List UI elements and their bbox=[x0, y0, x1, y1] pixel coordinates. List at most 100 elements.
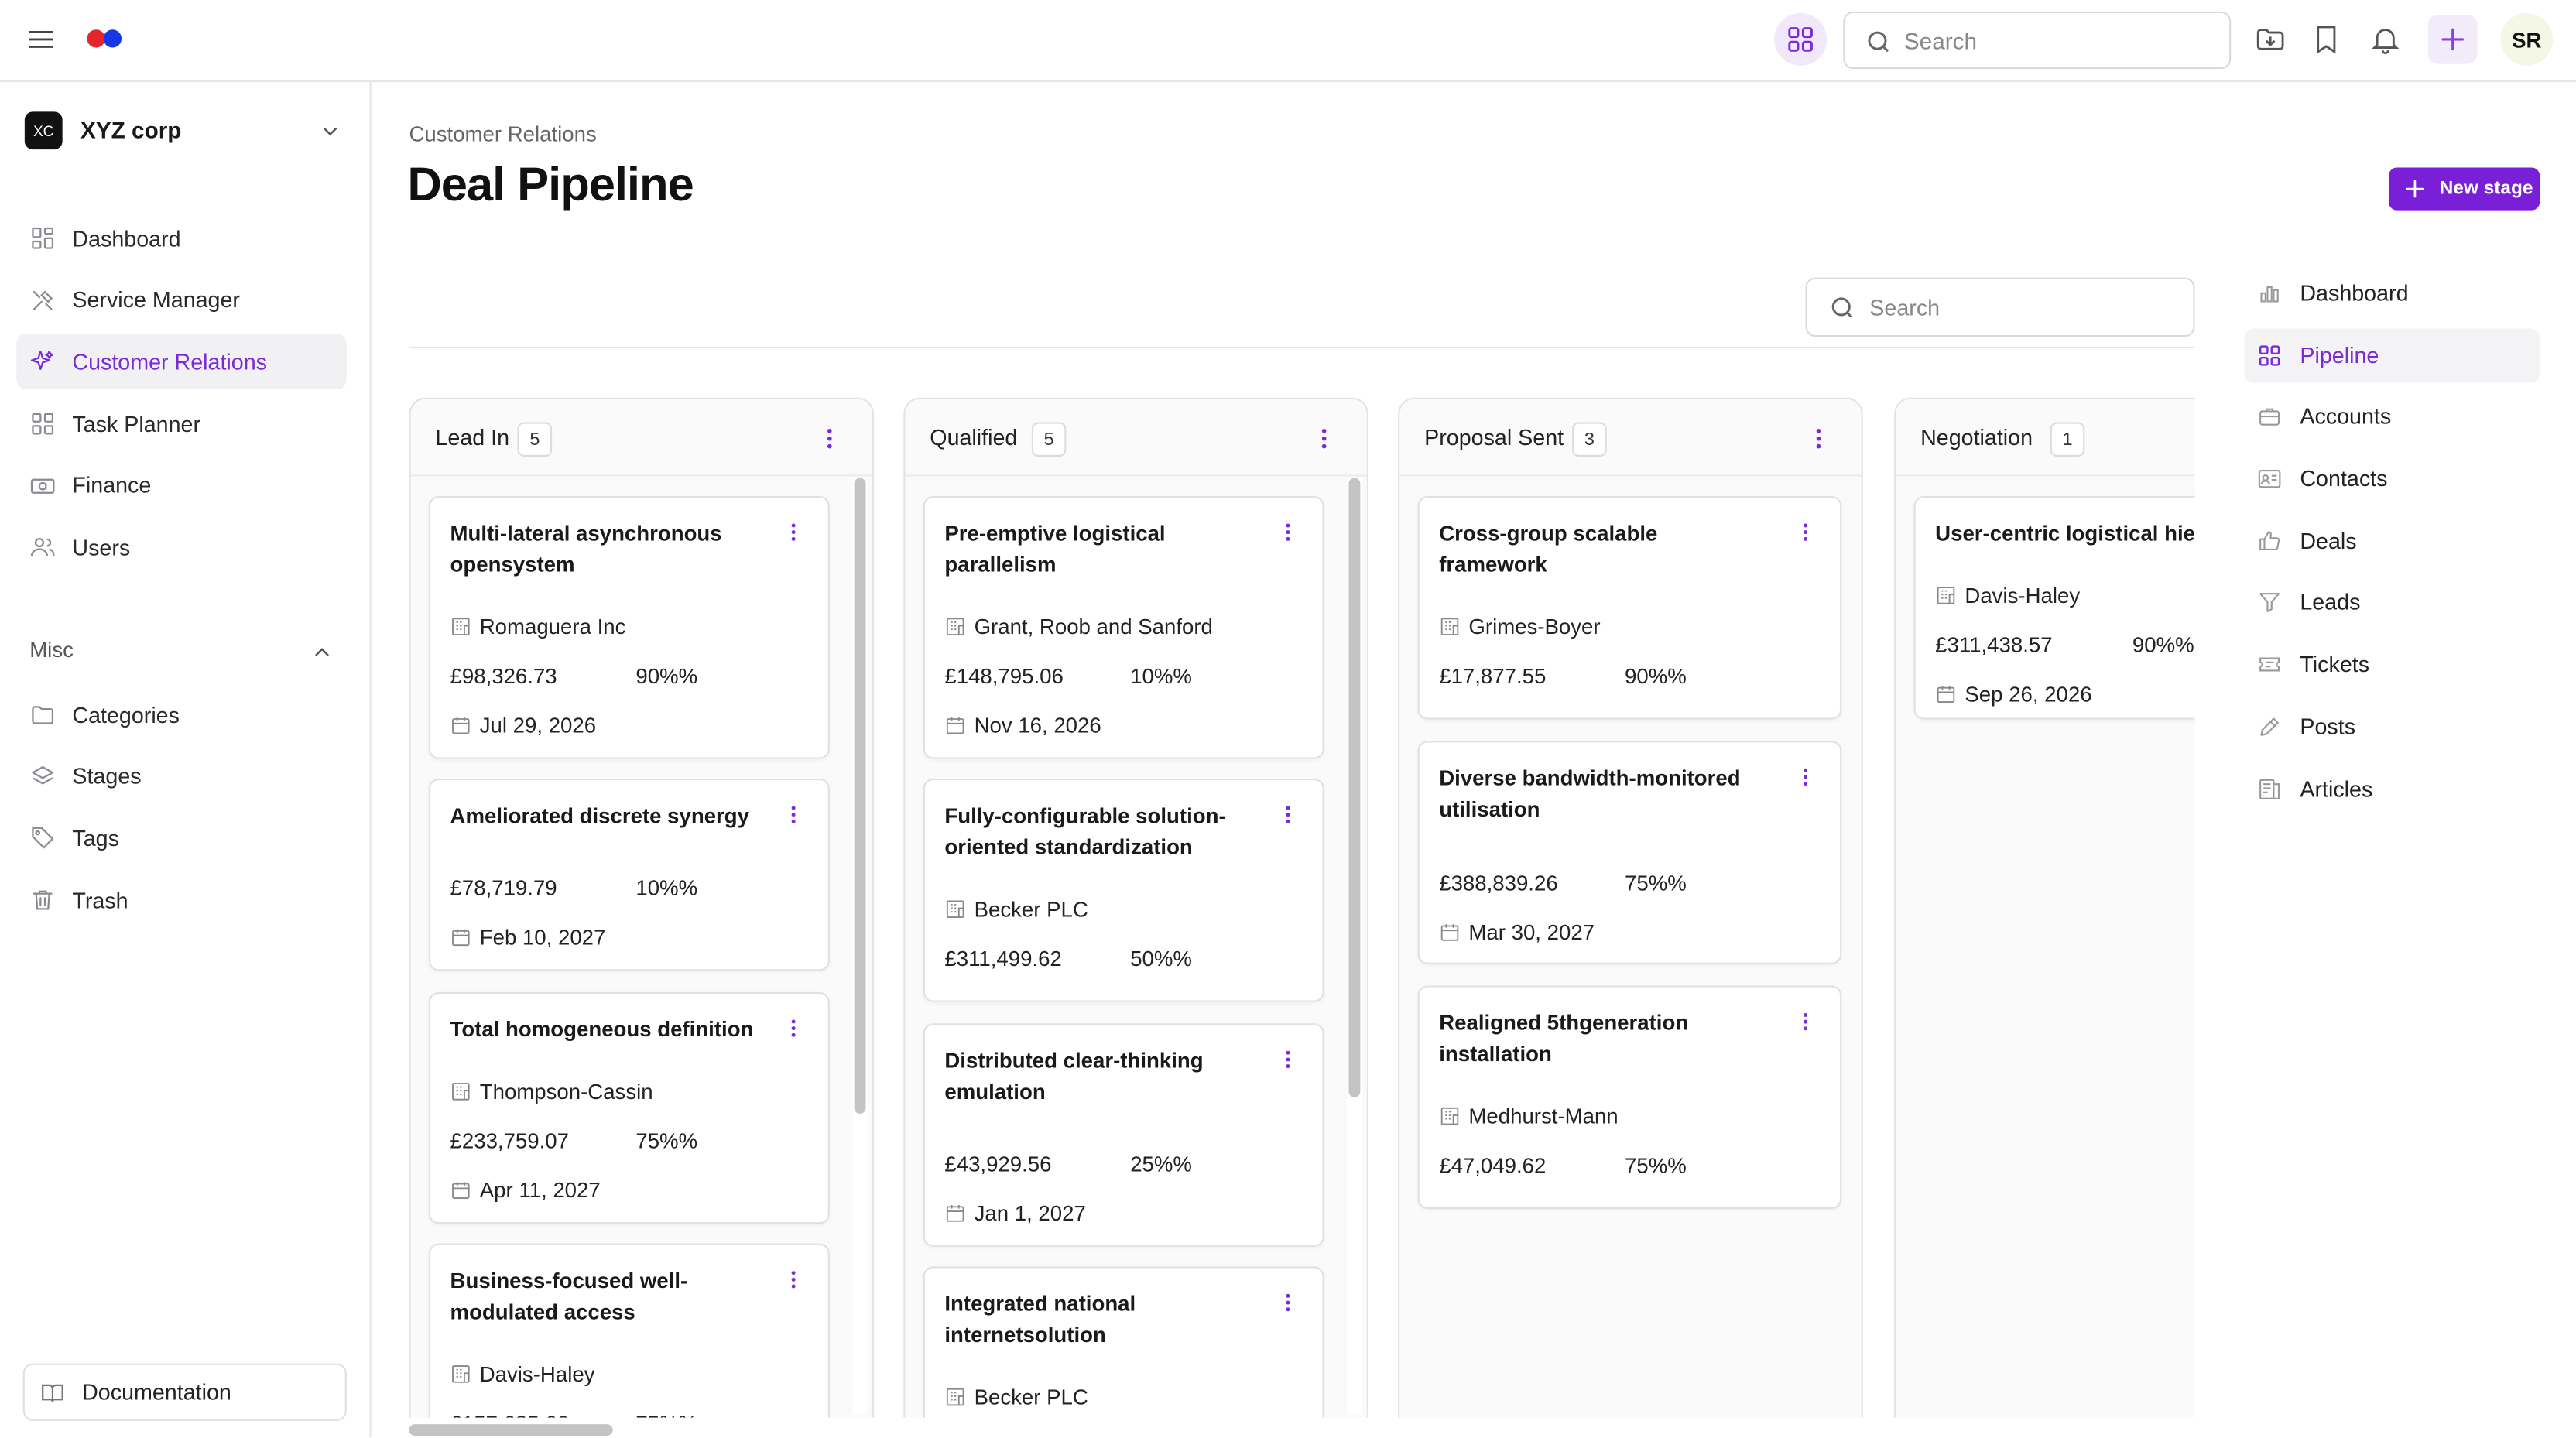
deal-card[interactable]: Distributed clear-thinking emulation £43… bbox=[923, 1023, 1324, 1247]
calendar-icon bbox=[450, 714, 472, 736]
deal-card[interactable]: Pre-emptive logistical parallelism Grant… bbox=[923, 495, 1324, 759]
folder-download-icon[interactable] bbox=[2254, 23, 2287, 56]
subnav-item-tickets[interactable]: Tickets bbox=[2244, 638, 2540, 692]
deal-card[interactable]: User-centric logistical hierarchy Davis-… bbox=[1913, 495, 2195, 720]
subnav-item-pipeline[interactable]: Pipeline bbox=[2244, 327, 2540, 382]
bookmark-icon[interactable] bbox=[2310, 23, 2342, 56]
more-vertical-icon[interactable] bbox=[1794, 518, 1817, 547]
deal-title: User-centric logistical hierarchy bbox=[1935, 520, 2195, 546]
new-stage-label: New stage bbox=[2439, 179, 2533, 199]
app-logo[interactable] bbox=[87, 29, 123, 49]
deal-probability: 75%% bbox=[1625, 870, 1687, 895]
subnav-label: Articles bbox=[2300, 775, 2373, 801]
subnav-item-posts[interactable]: Posts bbox=[2244, 700, 2540, 754]
articles-icon bbox=[2257, 776, 2282, 801]
building-icon bbox=[450, 616, 472, 638]
scrollbar-thumb[interactable] bbox=[1348, 478, 1361, 1097]
stage-header: Negotiation 1 bbox=[1896, 399, 2195, 477]
more-vertical-icon[interactable] bbox=[817, 424, 843, 454]
more-vertical-icon[interactable] bbox=[1276, 518, 1300, 547]
deal-card[interactable]: Realigned 5thgeneration installation Med… bbox=[1417, 985, 1842, 1210]
subnav-item-deals[interactable]: Deals bbox=[2244, 514, 2540, 568]
deal-card[interactable]: Business-focused well-modulated access D… bbox=[428, 1243, 830, 1418]
building-icon bbox=[450, 1081, 472, 1103]
scrollbar-thumb[interactable] bbox=[854, 478, 866, 1114]
deal-company-name: Romaguera Inc bbox=[479, 614, 626, 639]
more-vertical-icon[interactable] bbox=[1276, 800, 1300, 830]
subnav-item-accounts[interactable]: Accounts bbox=[2244, 390, 2540, 444]
deal-probability: 25%% bbox=[1130, 1151, 1192, 1176]
deal-date: Feb 10, 2027 bbox=[450, 925, 605, 950]
subnav-item-articles[interactable]: Articles bbox=[2244, 762, 2540, 816]
more-vertical-icon[interactable] bbox=[1311, 424, 1338, 454]
deal-probability: 90%% bbox=[2132, 632, 2194, 657]
subnav-item-leads[interactable]: Leads bbox=[2244, 576, 2540, 630]
sidebar-item-dashboard[interactable]: Dashboard bbox=[16, 211, 347, 266]
global-search-input[interactable] bbox=[1903, 12, 2217, 68]
more-vertical-icon[interactable] bbox=[1794, 1007, 1817, 1036]
sidebar-item-stages[interactable]: Stages bbox=[16, 748, 347, 804]
more-vertical-icon[interactable] bbox=[1276, 1288, 1300, 1317]
more-vertical-icon[interactable] bbox=[1794, 762, 1817, 792]
more-vertical-icon[interactable] bbox=[782, 1014, 805, 1043]
org-switcher[interactable]: XC XYZ corp bbox=[24, 110, 353, 152]
more-vertical-icon[interactable] bbox=[782, 1265, 805, 1294]
deal-card[interactable]: Integrated national internetsolution Bec… bbox=[923, 1266, 1324, 1418]
hamburger-menu-icon[interactable] bbox=[26, 25, 56, 54]
scrollbar[interactable] bbox=[852, 478, 868, 1415]
more-vertical-icon[interactable] bbox=[1806, 424, 1832, 454]
more-vertical-icon[interactable] bbox=[782, 518, 805, 547]
sidebar: XC XYZ corp Dashboard Service Manager Cu… bbox=[0, 82, 372, 1438]
deal-title: Distributed clear-thinking emulation bbox=[944, 1048, 1204, 1104]
avatar[interactable]: SR bbox=[2500, 12, 2554, 66]
subnav-item-contacts[interactable]: Contacts bbox=[2244, 452, 2540, 506]
bar-chart-icon bbox=[2257, 281, 2282, 306]
more-vertical-icon[interactable] bbox=[782, 800, 805, 830]
deal-probability: 90%% bbox=[635, 663, 698, 689]
subnav-item-dashboard[interactable]: Dashboard bbox=[2244, 266, 2540, 320]
deal-title: Business-focused well-modulated access bbox=[450, 1268, 688, 1324]
calendar-icon bbox=[450, 1180, 472, 1201]
bell-icon[interactable] bbox=[2369, 23, 2402, 56]
sidebar-item-finance[interactable]: Finance bbox=[16, 458, 347, 514]
board-search-input[interactable] bbox=[1869, 279, 2182, 335]
new-stage-button[interactable]: New stage bbox=[2388, 167, 2540, 211]
deal-card[interactable]: Total homogeneous definition Thompson-Ca… bbox=[428, 991, 830, 1224]
breadcrumb[interactable]: Customer Relations bbox=[409, 122, 597, 146]
sidebar-item-categories[interactable]: Categories bbox=[16, 686, 347, 742]
global-search[interactable] bbox=[1843, 11, 2232, 70]
more-vertical-icon[interactable] bbox=[1276, 1045, 1300, 1074]
search-icon bbox=[1828, 294, 1856, 322]
deal-card[interactable]: Cross-group scalable framework Grimes-Bo… bbox=[1417, 495, 1842, 720]
sidebar-item-tags[interactable]: Tags bbox=[16, 810, 347, 866]
deal-date: Nov 16, 2026 bbox=[944, 713, 1101, 738]
sidebar-item-customer-relations[interactable]: Customer Relations bbox=[16, 334, 347, 390]
apps-grid-icon[interactable] bbox=[1774, 12, 1828, 66]
sidebar-item-label: Dashboard bbox=[72, 225, 181, 251]
deal-date: Jan 1, 2027 bbox=[944, 1200, 1086, 1225]
deal-company: Romaguera Inc bbox=[450, 614, 626, 639]
deal-date-value: Nov 16, 2026 bbox=[974, 713, 1101, 738]
sidebar-item-label: Categories bbox=[72, 702, 180, 728]
deal-card[interactable]: Diverse bandwidth-monitored utilisation … bbox=[1417, 741, 1842, 964]
board-horizontal-scrollbar[interactable] bbox=[409, 1424, 613, 1436]
deal-card[interactable]: Fully-configurable solution-oriented sta… bbox=[923, 779, 1324, 1002]
scrollbar[interactable] bbox=[1347, 478, 1362, 1415]
documentation-button[interactable]: Documentation bbox=[22, 1363, 347, 1421]
misc-section-header[interactable]: Misc bbox=[29, 637, 334, 666]
deal-amount: £47,049.62 bbox=[1439, 1152, 1547, 1178]
sidebar-item-trash[interactable]: Trash bbox=[16, 872, 347, 928]
stage-title: Proposal Sent bbox=[1424, 425, 1564, 450]
misc-label: Misc bbox=[29, 637, 74, 663]
sidebar-item-task-planner[interactable]: Task Planner bbox=[16, 396, 347, 452]
deal-card[interactable]: Ameliorated discrete synergy £78,719.79 … bbox=[428, 779, 830, 971]
ticket-icon bbox=[2257, 652, 2282, 677]
board-search[interactable] bbox=[1805, 277, 2195, 337]
deal-card[interactable]: Multi-lateral asynchronous opensystem Ro… bbox=[428, 495, 830, 759]
plus-icon[interactable] bbox=[2427, 15, 2478, 64]
sidebar-item-service-manager[interactable]: Service Manager bbox=[16, 272, 347, 328]
deal-company-name: Davis-Haley bbox=[1965, 583, 2081, 608]
sidebar-item-label: Service Manager bbox=[72, 287, 241, 313]
page-title: Deal Pipeline bbox=[407, 159, 694, 212]
sidebar-item-users[interactable]: Users bbox=[16, 520, 347, 576]
